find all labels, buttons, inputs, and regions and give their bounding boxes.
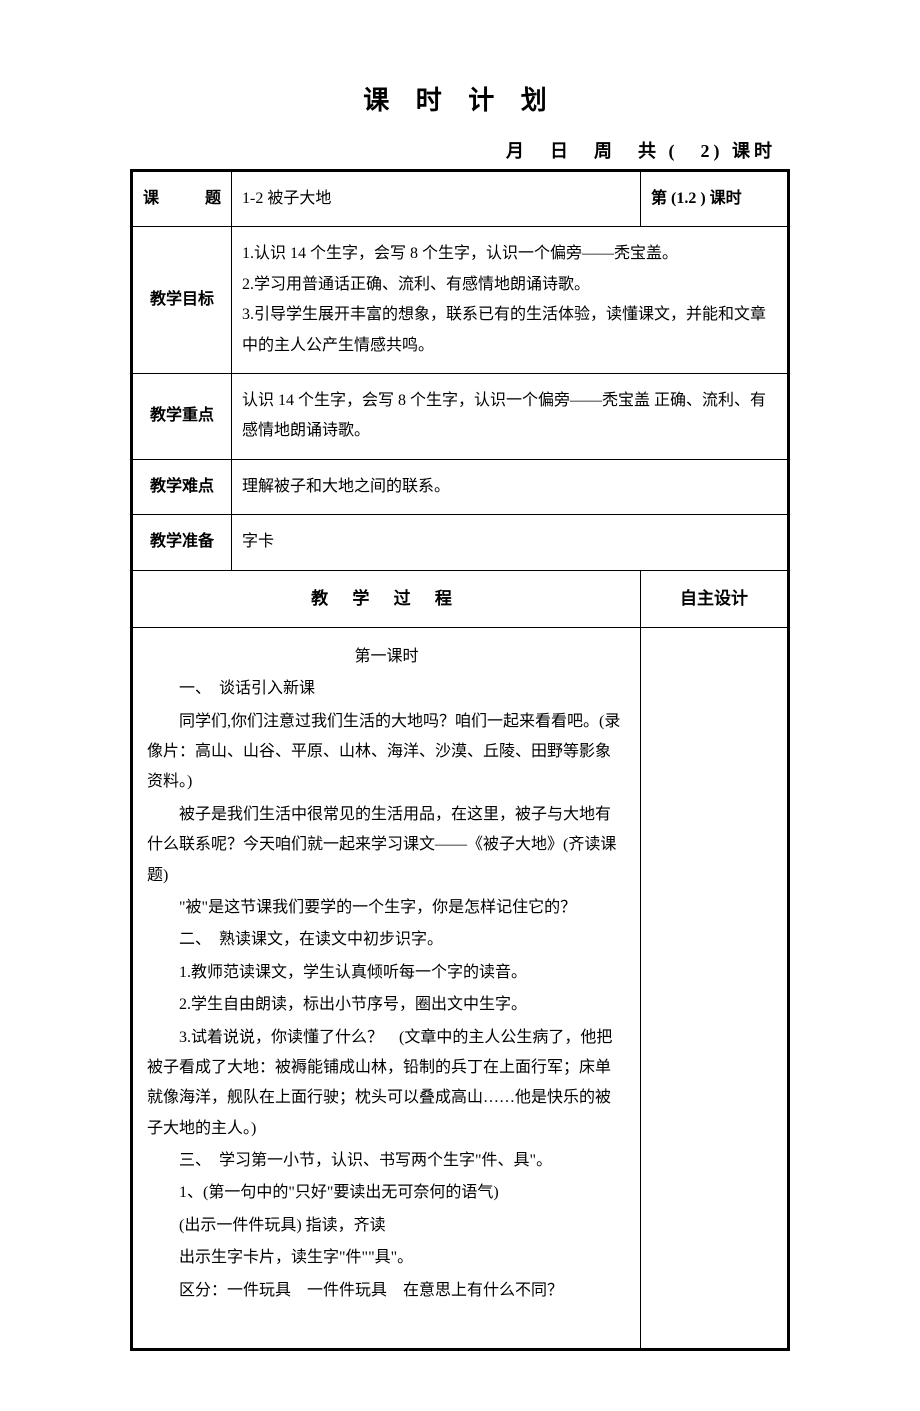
- value-preparation: 字卡: [232, 515, 789, 570]
- value-objective: 1.认识 14 个生字，会写 8 个生字，认识一个偏旁——秃宝盖。 2.学习用普…: [232, 227, 789, 374]
- label-emphasis: 教学重点: [132, 373, 232, 459]
- content-p6: 1.教师范读课文，学生认真倾听每一个字的读音。: [147, 958, 626, 988]
- content-p5: 二、 熟读课文，在读文中初步识字。: [147, 925, 626, 955]
- process-content: 第一课时 一、 谈话引入新课 同学们,你们注意过我们生活的大地吗？咱们一起来看看…: [132, 627, 641, 1349]
- content-p12: 出示生字卡片，读生字"件""具"。: [147, 1243, 626, 1273]
- lesson-plan-table: 课 题 1-2 被子大地 第 (1.2 ) 课时 教学目标 1.认识 14 个生…: [130, 169, 790, 1351]
- content-p3: 被子是我们生活中很常见的生活用品，在这里，被子与大地有什么联系呢？今天咱们就一起…: [147, 800, 626, 891]
- label-topic: 课 题: [132, 171, 232, 227]
- page-subtitle: 月 日 周 共 ( 2) 课时: [130, 137, 790, 163]
- label-preparation: 教学准备: [132, 515, 232, 570]
- content-p10: 1、(第一句中的"只好"要读出无可奈何的语气): [147, 1178, 626, 1208]
- value-topic: 1-2 被子大地: [232, 171, 641, 227]
- value-period: 第 (1.2 ) 课时: [641, 171, 789, 227]
- objective-line2: 2.学习用普通话正确、流利、有感情地朗诵诗歌。: [242, 270, 777, 300]
- lesson-heading: 第一课时: [147, 642, 626, 672]
- value-emphasis: 认识 14 个生字，会写 8 个生字，认识一个偏旁——秃宝盖 正确、流利、有感情…: [232, 373, 789, 459]
- label-objective: 教学目标: [132, 227, 232, 374]
- content-p8: 3.试着说说，你读懂了什么？ (文章中的主人公生病了，他把被子看成了大地：被褥能…: [147, 1023, 626, 1145]
- content-p11: (出示一件件玩具) 指读，齐读: [147, 1211, 626, 1241]
- label-difficulty: 教学难点: [132, 459, 232, 514]
- content-p9: 三、 学习第一小节，认识、书写两个生字"件、具"。: [147, 1146, 626, 1176]
- self-design-header: 自主设计: [641, 570, 789, 627]
- objective-line1: 1.认识 14 个生字，会写 8 个生字，认识一个偏旁——秃宝盖。: [242, 239, 777, 269]
- objective-line3: 3.引导学生展开丰富的想象，联系已有的生活体验，读懂课文，并能和文章中的主人公产…: [242, 300, 777, 361]
- value-difficulty: 理解被子和大地之间的联系。: [232, 459, 789, 514]
- content-p13: 区分：一件玩具 一件件玩具 在意思上有什么不同？: [147, 1276, 626, 1306]
- self-design-content: [641, 627, 789, 1349]
- process-header: 教 学 过 程: [132, 570, 641, 627]
- content-p7: 2.学生自由朗读，标出小节序号，圈出文中生字。: [147, 990, 626, 1020]
- content-p2: 同学们,你们注意过我们生活的大地吗？咱们一起来看看吧。(录像片：高山、山谷、平原…: [147, 707, 626, 798]
- content-p1: 一、 谈话引入新课: [147, 674, 626, 704]
- content-p4: "被"是这节课我们要学的一个生字，你是怎样记住它的？: [147, 893, 626, 923]
- page-title: 课 时 计 划: [130, 80, 790, 117]
